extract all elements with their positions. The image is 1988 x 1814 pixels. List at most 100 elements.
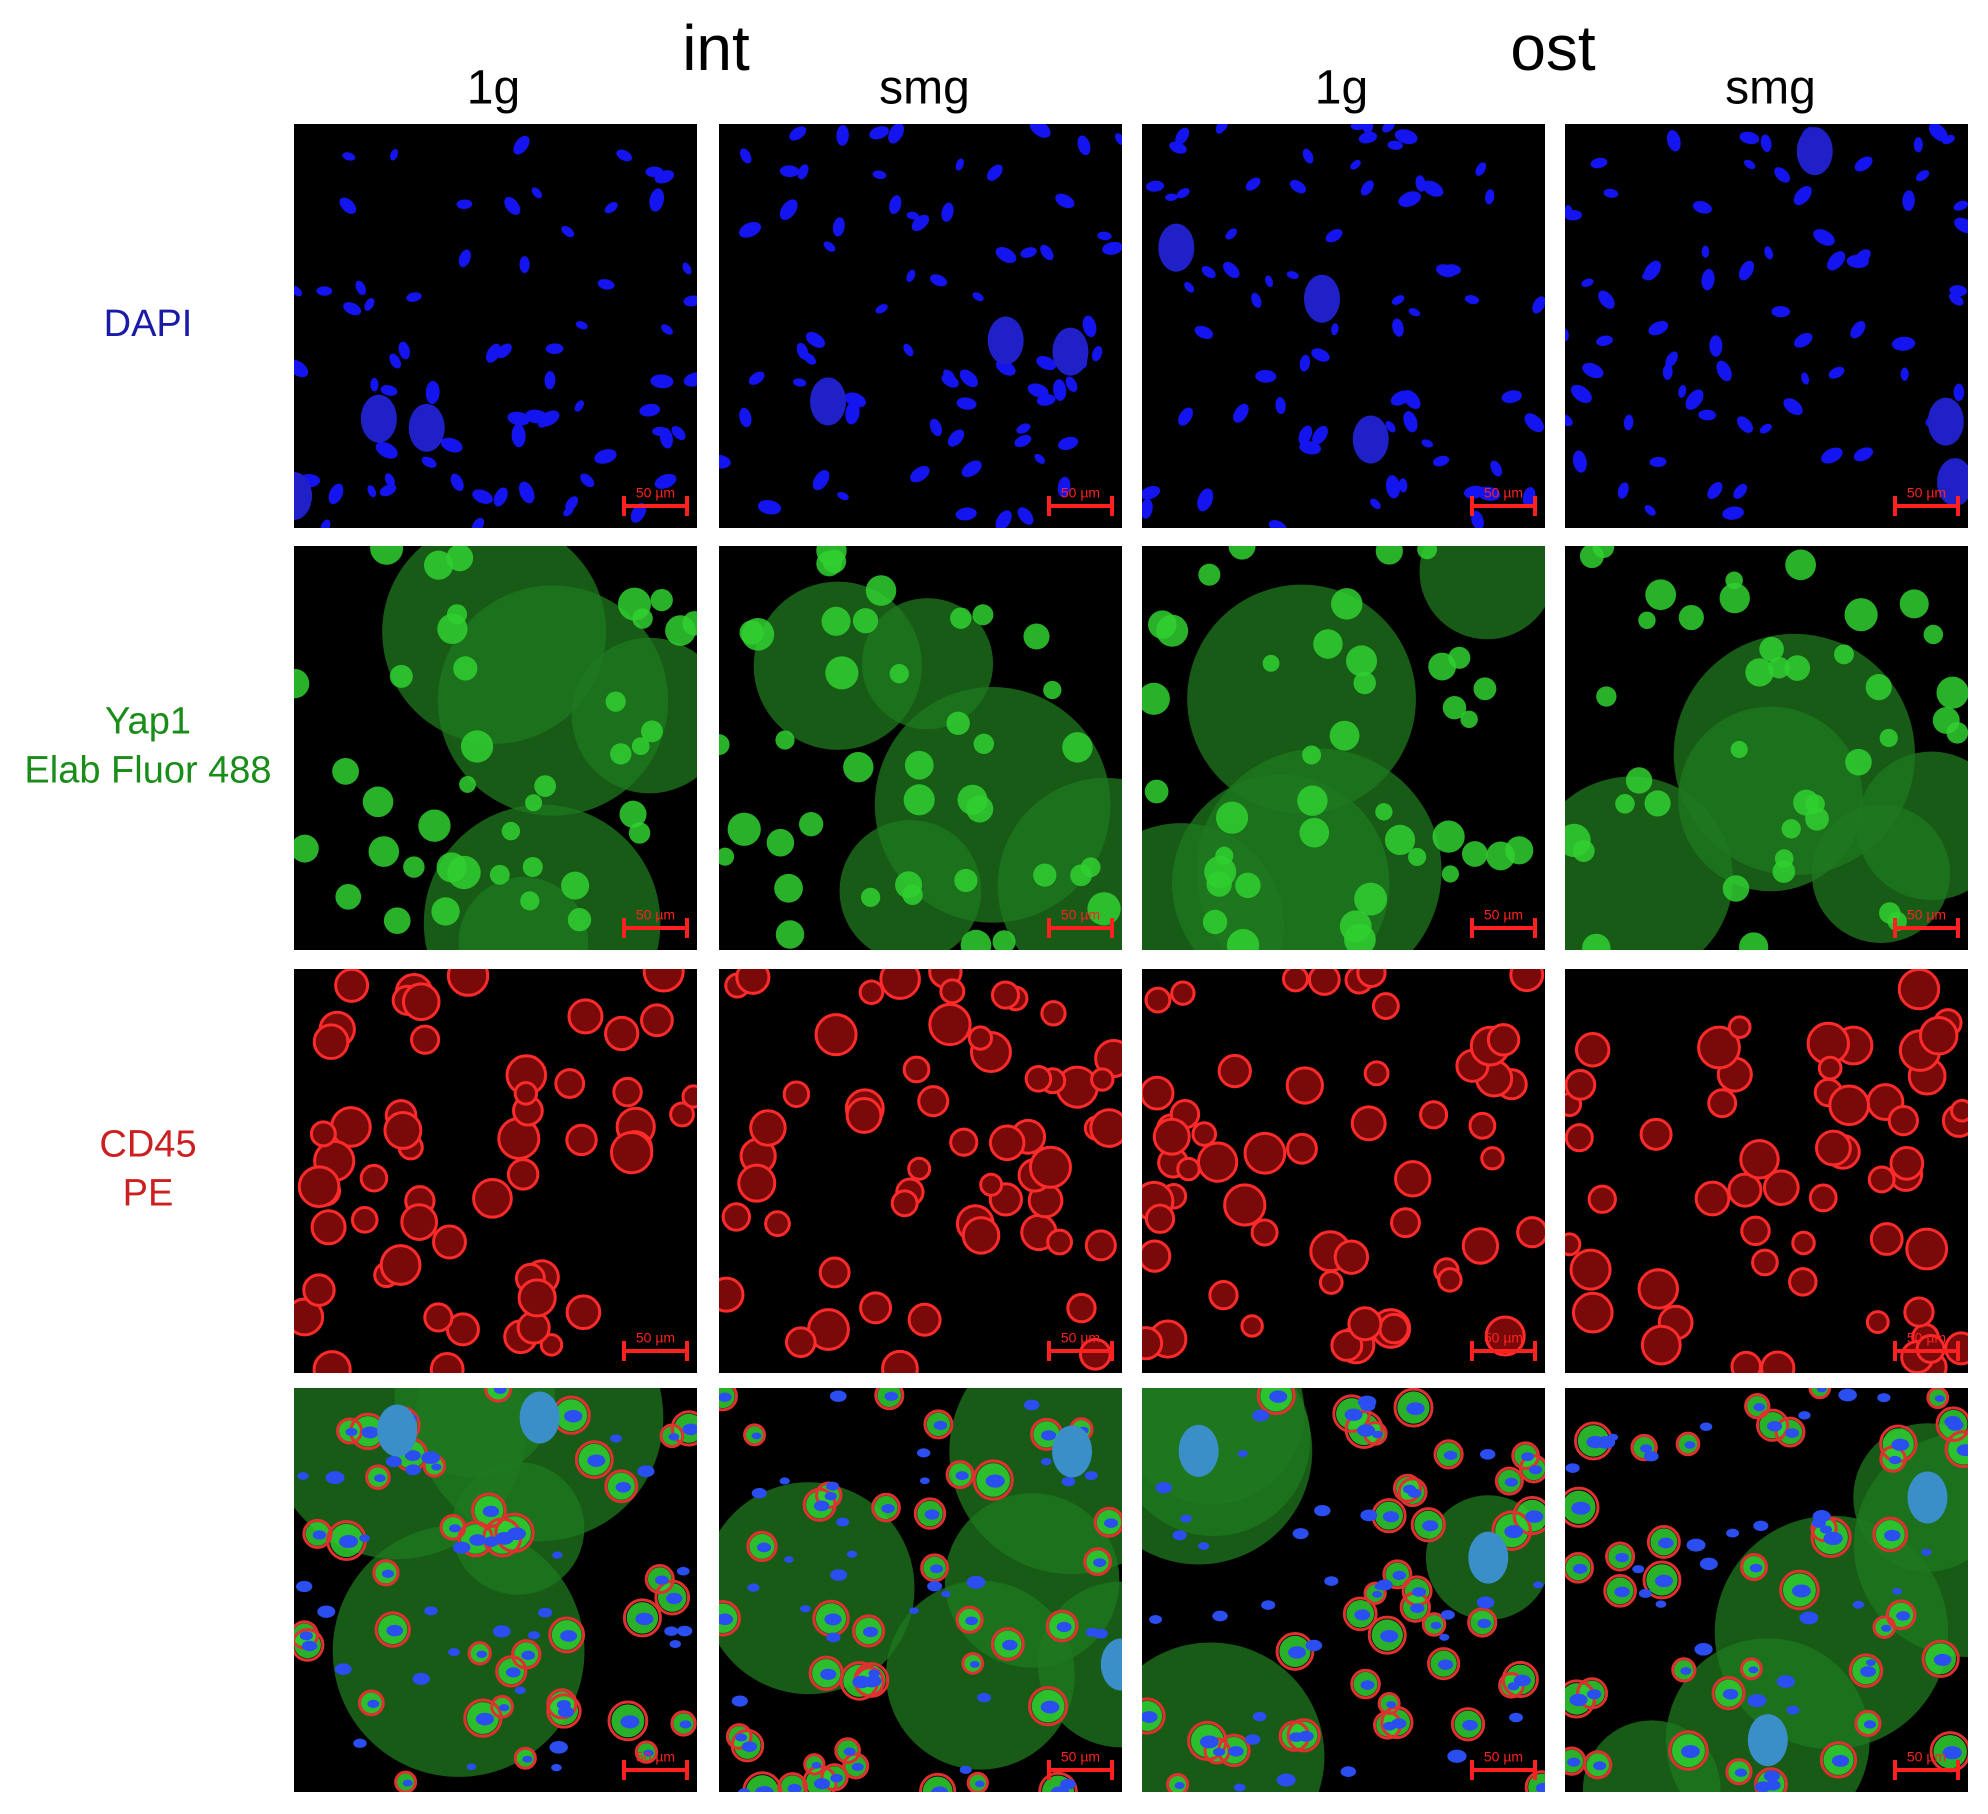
cell	[784, 1326, 817, 1358]
nucleus	[316, 286, 333, 296]
nucleus	[1823, 1531, 1843, 1545]
cells	[1142, 1388, 1545, 1792]
membrane	[644, 1564, 675, 1595]
cytoplasm	[1172, 774, 1390, 950]
column-label: smg	[879, 62, 970, 115]
scale-bar-label: 50 µm	[1484, 1330, 1523, 1346]
micrograph-panel: 50 µm	[719, 1388, 1122, 1792]
nucleus	[751, 1487, 767, 1499]
nucleus	[1305, 1639, 1323, 1652]
nucleus	[1387, 140, 1403, 150]
nucleus	[551, 1764, 562, 1772]
nucleus	[1607, 1433, 1619, 1441]
cell	[928, 1002, 972, 1047]
cell	[1950, 1098, 1968, 1123]
nucleus	[1658, 1537, 1674, 1549]
cell	[1768, 656, 1790, 679]
cell	[1915, 1333, 1946, 1364]
membrane	[1491, 1510, 1533, 1551]
cell	[1170, 980, 1196, 1006]
scale-bar-label: 50 µm	[1907, 485, 1946, 501]
nucleus	[386, 1624, 404, 1637]
membrane	[574, 1440, 614, 1480]
nucleus	[1529, 1465, 1543, 1475]
membrane	[945, 1460, 975, 1490]
nucleus	[1251, 292, 1262, 308]
nucleus	[615, 1481, 632, 1493]
nucleus	[826, 1481, 840, 1491]
cell	[727, 812, 761, 846]
membrane	[1810, 1516, 1852, 1559]
nucleus	[969, 1661, 980, 1668]
nucleus	[911, 214, 930, 232]
cell	[312, 1023, 350, 1061]
membrane	[1642, 1560, 1682, 1600]
nucleus	[385, 1455, 402, 1468]
cell	[1565, 1123, 1594, 1153]
nucleus	[671, 426, 686, 441]
cell	[990, 980, 1021, 1010]
nucleus	[869, 126, 889, 140]
cell	[1781, 819, 1801, 839]
nucleus	[654, 473, 677, 489]
cell	[1417, 546, 1438, 560]
cell	[520, 891, 540, 911]
nucleus	[1891, 336, 1916, 351]
scale-bar	[622, 496, 689, 516]
nucleus	[375, 441, 398, 459]
nucleus	[659, 427, 673, 449]
nucleus	[1085, 1627, 1099, 1637]
cell	[1473, 677, 1497, 701]
membrane	[1646, 1524, 1681, 1559]
cell	[628, 822, 651, 844]
nucleus	[668, 1433, 680, 1441]
nucleus	[1052, 1425, 1093, 1478]
nucleus	[824, 1613, 842, 1626]
scale-bar-label: 50 µm	[1484, 1749, 1523, 1765]
cell	[1390, 1207, 1421, 1239]
nucleus	[1360, 180, 1374, 196]
cell	[650, 588, 673, 612]
membrane	[1286, 1718, 1321, 1753]
nucleus	[1759, 423, 1772, 434]
nucleus	[1796, 127, 1833, 176]
nucleus	[1394, 129, 1418, 145]
cell	[567, 998, 604, 1035]
membrane	[1921, 1639, 1960, 1678]
nucleus	[1892, 1587, 1903, 1595]
cell	[1762, 1169, 1800, 1207]
cells	[1565, 124, 1968, 520]
membrane	[803, 1753, 826, 1776]
cell	[739, 620, 764, 645]
nucleus	[370, 377, 379, 392]
nucleus	[513, 135, 530, 155]
cell	[619, 800, 647, 828]
nucleus	[995, 510, 1012, 528]
nucleus	[1828, 366, 1845, 379]
nucleus	[789, 126, 807, 141]
cell	[1217, 1053, 1252, 1089]
cell	[1040, 1000, 1067, 1027]
cell	[799, 812, 824, 837]
nucleus	[580, 473, 595, 488]
membrane	[546, 1693, 582, 1729]
nucleus	[294, 359, 309, 378]
scale-bar-label: 50 µm	[1061, 907, 1100, 923]
nucleus	[1509, 1712, 1523, 1723]
scale-bar	[1047, 1760, 1114, 1780]
nucleus	[1838, 1388, 1857, 1402]
membrane	[513, 1746, 537, 1770]
nucleus	[1197, 488, 1214, 512]
cell	[610, 743, 632, 765]
nucleus	[933, 1420, 948, 1430]
membrane	[1605, 1541, 1636, 1572]
cell	[737, 1163, 777, 1203]
cell	[1516, 1216, 1545, 1249]
group-label: ost	[1510, 12, 1596, 84]
nucleus	[784, 1556, 794, 1563]
scale-bar	[1047, 918, 1114, 938]
cell	[1484, 1315, 1526, 1357]
cell	[1152, 1117, 1191, 1156]
cell	[400, 1203, 439, 1241]
row-label: CD45	[99, 1124, 196, 1166]
